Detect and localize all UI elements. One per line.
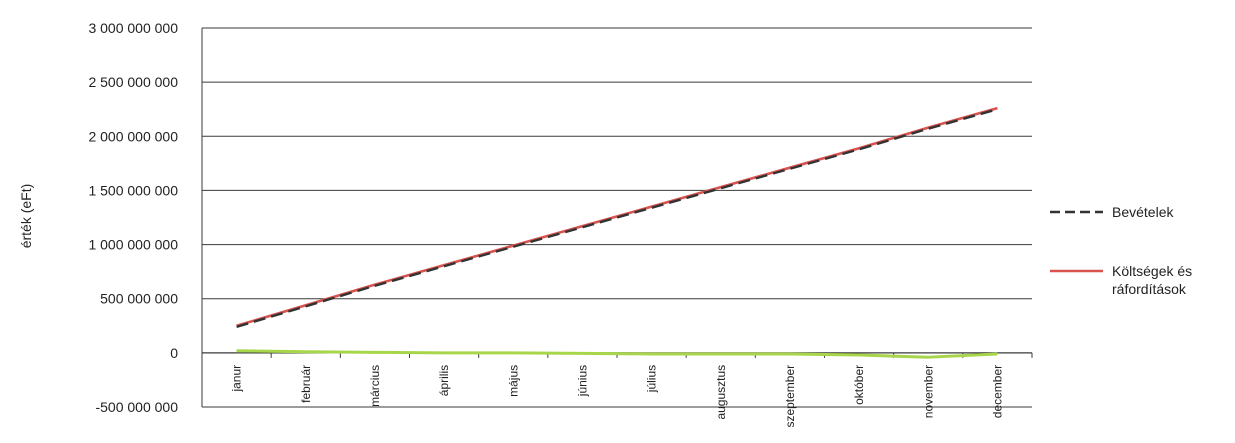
x-tick-label: november: [921, 365, 935, 418]
y-tick-label: 3 000 000 000: [88, 20, 178, 36]
y-tick-label: 1 000 000 000: [88, 237, 178, 253]
y-tick-label: -500 000 000: [95, 399, 178, 415]
legend-label: ráfordítások: [1112, 281, 1187, 297]
y-tick-label: 1 500 000 000: [88, 182, 178, 198]
x-tick-label: április: [437, 365, 451, 396]
x-tick-label: május: [506, 365, 520, 397]
x-tick-label: június: [575, 365, 589, 397]
series-line-1: [236, 108, 998, 329]
y-axis-label: érték (eFt): [18, 184, 34, 249]
series-line-3: [236, 349, 998, 359]
legend: Bevételek Költségek és ráfordítások: [1050, 204, 1192, 297]
series-lines: [236, 106, 998, 359]
legend-label: Bevételek: [1112, 204, 1174, 220]
legend-label: Költségek és: [1112, 263, 1192, 279]
x-tick-label: janur: [230, 365, 244, 393]
y-tick-labels: 3 000 000 000 2 500 000 000 2 000 000 000 1…: [88, 20, 178, 415]
x-tick-labels: janur február március április május június júl…: [230, 365, 1005, 428]
x-tick-label: február: [299, 365, 313, 403]
y-tick-label: 0: [170, 345, 178, 361]
x-tick-label: július: [645, 365, 659, 393]
y-tick-label: 2 500 000 000: [88, 74, 178, 90]
x-tick-label: október: [852, 365, 866, 405]
x-tick-label: december: [990, 365, 1004, 418]
y-tick-label: 2 000 000 000: [88, 128, 178, 144]
y-tick-label: 500 000 000: [100, 291, 178, 307]
x-tick-label: március: [368, 365, 382, 407]
x-tick-label: augusztus: [714, 365, 728, 420]
x-tick-label: szeptember: [783, 365, 797, 428]
